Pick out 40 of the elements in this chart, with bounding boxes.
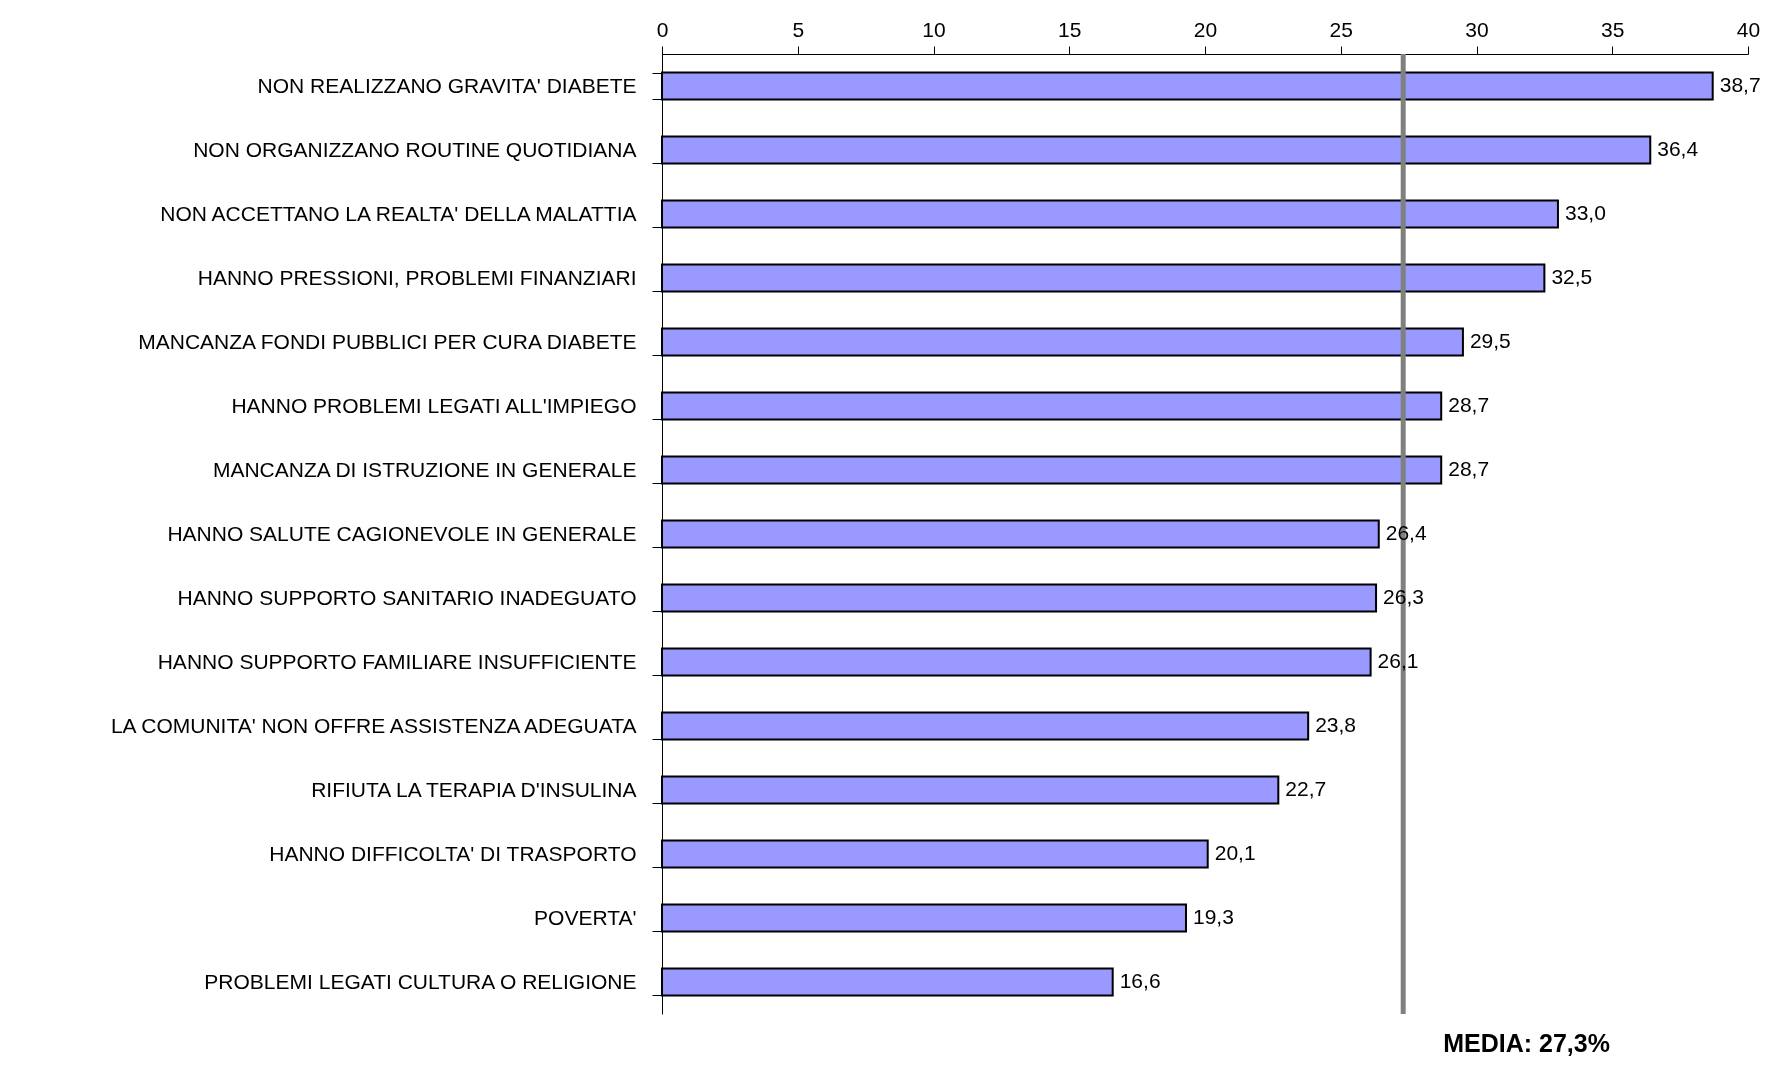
data-label: 22,7 [1285,777,1327,800]
data-label: 26,1 [1377,649,1419,672]
y-tick-label: HANNO PRESSIONI, PROBLEMI FINANZIARI [197,265,637,289]
x-tick-label: 10 [922,17,946,41]
y-tick-label: HANNO SALUTE CAGIONEVOLE IN GENERALE [167,521,637,545]
data-label: 36,4 [1657,137,1699,160]
y-tick-label: MANCANZA DI ISTRUZIONE IN GENERALE [212,457,637,481]
y-tick-label: NON ACCETTANO LA REALTA' DELLA MALATTIA [160,201,637,225]
data-label: 20,1 [1214,841,1256,864]
x-tick-label: 25 [1329,17,1353,41]
y-tick-label: HANNO SUPPORTO FAMILIARE INSUFFICIENTE [157,649,637,673]
x-tick-label: 30 [1465,17,1489,41]
y-tick-label: HANNO SUPPORTO SANITARIO INADEGUATO [177,585,637,609]
data-label: 28,7 [1448,393,1490,416]
data-label: 28,7 [1448,457,1490,480]
data-label: 16,6 [1119,969,1161,992]
y-tick-label: NON REALIZZANO GRAVITA' DIABETE [257,73,637,97]
data-label: 26,4 [1385,521,1427,544]
data-label: 23,8 [1315,713,1357,736]
y-tick-label: HANNO PROBLEMI LEGATI ALL'IMPIEGO [231,393,637,417]
x-tick-label: 35 [1601,17,1625,41]
x-tick-label: 5 [792,17,805,41]
y-tick-label: HANNO DIFFICOLTA' DI TRASPORTO [269,841,637,865]
data-label: 32,5 [1551,265,1593,288]
y-tick-label: RIFIUTA LA TERAPIA D'INSULINA [311,777,637,801]
x-tick-label: 15 [1058,17,1082,41]
data-label: 26,3 [1383,585,1424,608]
x-tick-label: 40 [1736,17,1761,41]
data-label: 38,7 [1719,73,1761,96]
data-label: 29,5 [1469,329,1511,352]
data-label: 19,3 [1192,905,1234,928]
y-tick-label: MANCANZA FONDI PUBBLICI PER CURA DIABETE [138,329,637,353]
x-tick-label: 20 [1193,17,1218,41]
y-tick-label: PROBLEMI LEGATI CULTURA O RELIGIONE [204,969,637,993]
y-tick-label: POVERTA' [534,905,637,929]
y-tick-label: NON ORGANIZZANO ROUTINE QUOTIDIANA [193,137,637,161]
data-label: 33,0 [1564,201,1606,224]
ref-line-label: MEDIA: 27,3% [1443,1029,1610,1057]
x-tick-label: 0 [656,17,669,41]
y-tick-label: LA COMUNITA' NON OFFRE ASSISTENZA ADEGUATA [110,713,637,737]
